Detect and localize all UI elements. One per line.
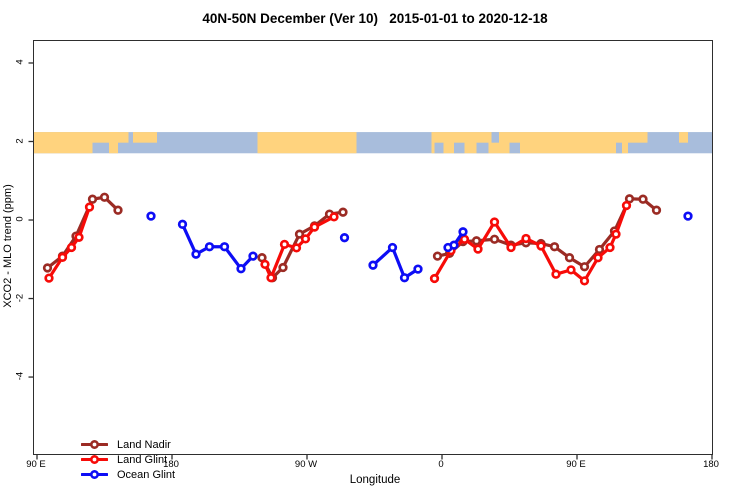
legend-item-land_nadir: Land Nadir [81, 437, 175, 452]
ocean_glint-point [177, 219, 188, 229]
map-band-ocean-patch [454, 142, 465, 154]
land_nadir-point [594, 244, 605, 255]
land_nadir-point [87, 194, 98, 204]
y-tick-label: -2 [14, 293, 26, 302]
chart-canvas [28, 62, 713, 460]
x-tick-label: 0 [438, 459, 444, 470]
map-band-ocean-patch [434, 142, 444, 154]
land_nadir-point [638, 194, 648, 204]
x-tick-label: 90 E [566, 459, 586, 470]
ocean_glint-point [413, 264, 423, 274]
ocean_glint-legend-marker-icon [81, 469, 108, 480]
land_glint-point [329, 212, 339, 222]
land_glint-point [473, 244, 483, 254]
land_glint-point [279, 239, 290, 250]
map-band-land-segment [109, 132, 118, 154]
y-tick-label: -4 [14, 371, 26, 381]
x-tick-label: 180 [163, 459, 179, 470]
land_glint-point [260, 259, 270, 270]
x-axis-title: Longitude [349, 474, 401, 486]
map-band-land-segment [133, 132, 157, 143]
ocean_glint-point [248, 251, 258, 261]
y-tick-label: 2 [14, 137, 26, 144]
land_nadir-point [113, 205, 123, 215]
ocean_glint-point [368, 260, 378, 270]
land_nadir-point [564, 253, 575, 263]
land_glint-legend-marker-icon [81, 454, 108, 465]
map-band-ocean-patch [509, 142, 520, 154]
legend-label: Land Glint [117, 453, 168, 466]
land_glint-point [300, 234, 311, 244]
land_glint-point [459, 234, 470, 244]
ocean_glint-point [449, 240, 459, 250]
land_nadir-point [651, 205, 662, 215]
land_glint-point [593, 253, 603, 263]
chart-title: 40N-50N December (Ver 10) 2015-01-01 to … [202, 11, 548, 26]
legend-label: Land Nadir [117, 438, 171, 451]
land_glint-point [489, 217, 500, 227]
legend: Land Nadir Land Glint Ocean Glint [81, 437, 175, 482]
land_glint-point [536, 241, 546, 251]
x-tick-label: 180 [703, 459, 719, 470]
land_glint-point [521, 233, 531, 244]
land_glint-point [551, 269, 561, 279]
land_nadir-legend-marker-icon [81, 439, 108, 450]
ocean_glint-point [399, 273, 410, 283]
land_glint-point [611, 229, 621, 239]
map-band-land-segment [257, 132, 357, 154]
land_nadir-point [338, 207, 348, 217]
land_glint-point [74, 232, 84, 242]
land_glint-point [429, 273, 440, 284]
land_glint-point [579, 276, 590, 286]
map-band-land-segment [679, 132, 688, 143]
y-axis-title: XCO2 - MLO trend (ppm) [2, 184, 14, 308]
land_glint-point [57, 252, 68, 262]
land_nadir-point [579, 262, 590, 272]
land_glint-point [266, 273, 276, 283]
land_glint-point [44, 273, 54, 283]
land_glint-point [309, 222, 320, 232]
land_glint-point [605, 242, 615, 253]
map-band-land-segment [34, 132, 93, 154]
map-band-land-segment [628, 132, 648, 143]
map-band-ocean-patch [476, 142, 489, 154]
land_glint-point [84, 202, 95, 212]
land_glint-point [566, 265, 576, 275]
land_glint-point [506, 242, 516, 253]
legend-item-ocean_glint: Ocean Glint [81, 467, 175, 482]
ocean_glint-point [683, 211, 693, 221]
land_nadir-point [489, 234, 500, 244]
land_nadir-point [471, 236, 482, 246]
ocean_glint-line [180, 222, 255, 271]
ocean_glint-line [371, 245, 420, 280]
map-band-ocean-patch [491, 132, 499, 143]
land_nadir-point [549, 242, 560, 252]
ocean_glint-point [458, 227, 468, 237]
ocean_glint-point [387, 242, 398, 253]
x-tick-label: 90 W [294, 459, 318, 470]
y-tick-label: 0 [14, 216, 26, 222]
legend-label: Ocean Glint [117, 468, 176, 481]
land_glint-point [621, 200, 632, 211]
x-tick-label: 90 E [26, 459, 46, 470]
legend-item-land_glint: Land Glint [81, 452, 175, 467]
land_nadir-point [278, 262, 288, 273]
land_glint-point [66, 242, 77, 253]
ocean_glint-point [219, 242, 230, 252]
ocean_glint-point [146, 211, 156, 221]
ocean_glint-point [339, 233, 350, 243]
land_nadir-point [99, 192, 110, 202]
plot-area: Land Nadir Land Glint Ocean Glint [28, 40, 713, 481]
y-tick-label: 4 [14, 59, 26, 65]
ocean_glint-point [236, 264, 246, 274]
land_nadir-point [294, 229, 305, 239]
ocean_glint-point [204, 242, 215, 252]
ocean_glint-point [191, 249, 201, 259]
land_glint-point [291, 243, 302, 253]
map-band-ocean-patch [616, 142, 622, 154]
land_nadir-point [432, 251, 443, 261]
land_nadir-point [42, 263, 53, 273]
